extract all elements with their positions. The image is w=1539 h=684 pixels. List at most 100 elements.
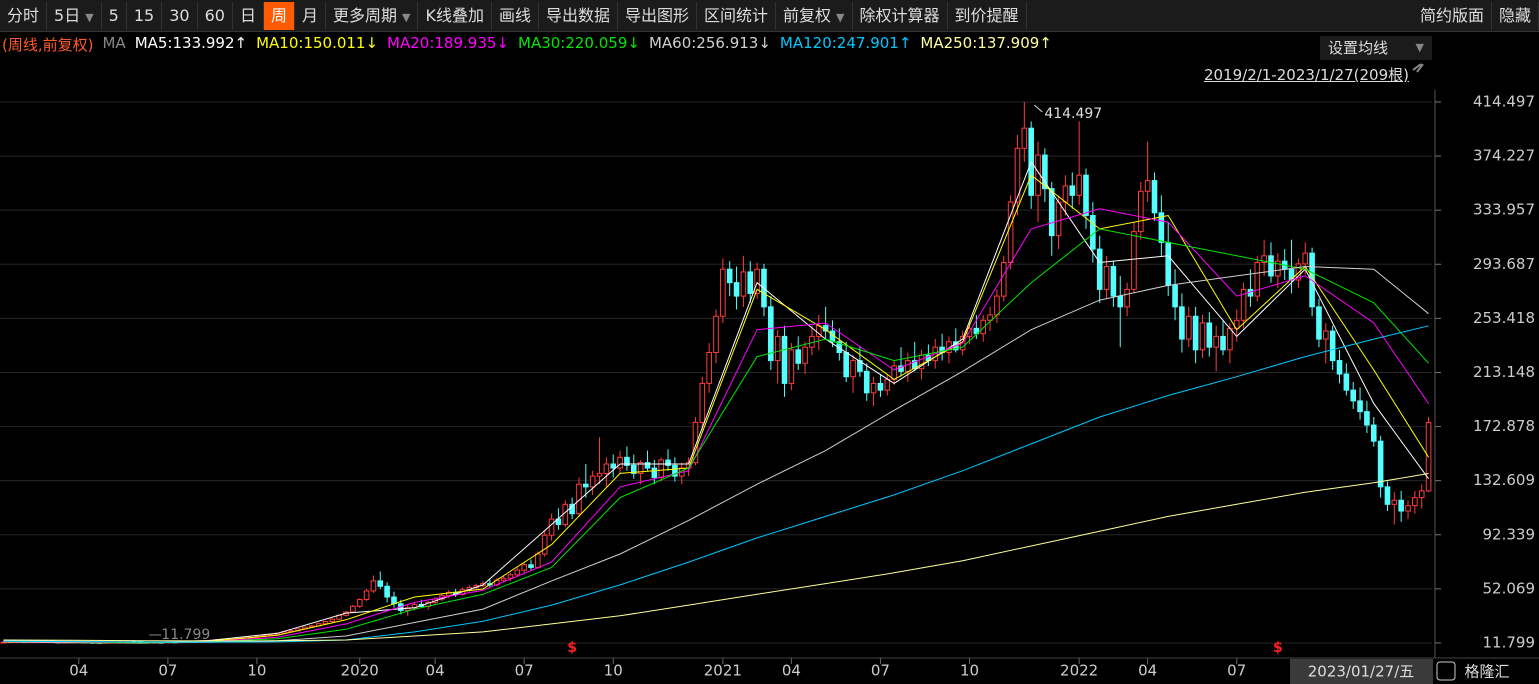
candle-body	[891, 365, 897, 380]
candle-body	[521, 564, 527, 571]
ma-line	[3, 160, 1430, 644]
toolbar-item[interactable]: 月	[295, 1, 326, 30]
legend-entry: MA10:150.011↓	[256, 34, 379, 52]
event-marker: $	[567, 640, 577, 656]
candle-body	[583, 483, 589, 488]
candle-body	[1322, 330, 1329, 340]
candle-body	[850, 360, 856, 378]
toolbar-item[interactable]: 导出数据	[539, 1, 618, 30]
candle-body	[1042, 154, 1048, 190]
dropdown-arrow: ▼	[85, 10, 94, 24]
range-label[interactable]: 2019/2/1-2023/1/27(209根)	[1203, 66, 1409, 84]
candle-body	[1062, 185, 1069, 203]
legend-entry: MA20:189.935↓	[387, 34, 509, 52]
toolbar-item[interactable]: 导出图形	[618, 1, 698, 30]
candle-body	[637, 462, 644, 474]
candle-body	[1096, 248, 1103, 290]
candle-body	[1350, 389, 1357, 402]
event-marker: $	[1273, 640, 1283, 656]
y-tick-label: 132.609	[1473, 471, 1535, 489]
candle-body	[1083, 174, 1089, 216]
candle-body	[507, 574, 514, 579]
candle-body	[404, 607, 411, 611]
dropdown-arrow: ▼	[1415, 41, 1424, 54]
candle-body	[1357, 400, 1363, 413]
candle-body	[535, 553, 541, 568]
toolbar-label: 导出图形	[625, 5, 690, 25]
toolbar-label: 导出数据	[545, 5, 610, 25]
toolbar-item[interactable]: 区间统计	[697, 1, 777, 30]
candle-body	[1055, 201, 1062, 237]
legend-entry: MA120:247.901↑	[779, 34, 912, 52]
candle-body	[658, 459, 664, 478]
candle-body	[1364, 411, 1370, 426]
candle-body	[1103, 266, 1110, 290]
ma-settings-button[interactable]: 设置均线 ▼	[1320, 36, 1432, 60]
candle-body	[528, 564, 534, 568]
candle-body	[994, 295, 1000, 316]
toolbar-right: 简约版面 隐藏	[1413, 1, 1539, 30]
candle-body	[1192, 315, 1199, 351]
x-tick-label: 07	[871, 662, 890, 680]
candle-body	[1377, 440, 1384, 488]
toolbar-label: 分时	[7, 5, 40, 25]
toolbar-label: 前复权	[783, 5, 832, 25]
toolbar-item[interactable]: 到价提醒	[948, 1, 1027, 30]
candle-body	[1000, 262, 1007, 297]
toolbar-item[interactable]: 5日 ▼	[47, 1, 102, 30]
toolbar-item[interactable]: 30	[162, 1, 198, 30]
candle-body	[713, 315, 719, 354]
candle-body	[1021, 127, 1028, 149]
toolbar-item[interactable]: 画线	[492, 1, 539, 30]
x-tick-label: 10	[604, 662, 623, 680]
candle-body	[843, 352, 849, 378]
toolbar-label: 5	[108, 5, 119, 25]
candle-body	[665, 459, 671, 466]
toolbar-item[interactable]: 分时	[0, 1, 48, 30]
ma-line	[3, 228, 1429, 644]
candle-body	[1138, 190, 1144, 233]
toolbar-item[interactable]: 15	[127, 1, 163, 30]
candle-body	[1398, 499, 1404, 512]
x-tick-label: 07	[158, 662, 177, 680]
toolbar-item[interactable]: 前复权 ▼	[776, 1, 853, 30]
candle-body	[1199, 322, 1206, 351]
high-label: 414.497	[1044, 106, 1102, 122]
x-tick-label: 2021	[704, 662, 742, 680]
toolbar-item[interactable]: 60	[198, 1, 233, 30]
candle-body	[733, 282, 740, 297]
candle-body	[720, 268, 726, 317]
toolbar-item[interactable]: 简约版面	[1413, 1, 1492, 30]
toolbar-item[interactable]: 5	[102, 1, 127, 30]
x-tick-label: 10	[247, 662, 266, 680]
candle-body	[1418, 490, 1425, 499]
candle-body	[1124, 288, 1130, 308]
candle-body	[445, 591, 452, 597]
candle-body	[774, 335, 781, 362]
candle-body	[1151, 180, 1158, 214]
candle-body	[1185, 315, 1192, 340]
candle-body	[617, 456, 623, 469]
toolbar-label: 画线	[498, 5, 531, 25]
legend-entry: MA60:256.913↓	[648, 34, 771, 52]
toolbar-item[interactable]: 隐藏	[1492, 1, 1539, 30]
legend: (周线,前复权) MA MA5:133.992↑ MA10:150.011↓ MA2…	[2, 34, 1052, 56]
toolbar-item[interactable]: K线叠加	[418, 1, 492, 30]
legend-entry: MA250:137.909↑	[920, 34, 1052, 52]
candle-body	[905, 360, 911, 372]
ma-line	[3, 325, 1429, 643]
toolbar-item[interactable]: 除权计算器	[853, 1, 948, 30]
candle-body	[1302, 252, 1309, 265]
candle-body	[877, 382, 884, 391]
ma-label: MA	[102, 34, 126, 52]
toolbar-item[interactable]: 周	[263, 1, 295, 30]
candle-body	[548, 518, 555, 536]
toolbar-item[interactable]: 更多周期 ▼	[326, 1, 419, 30]
y-tick-label: 253.418	[1473, 309, 1535, 327]
y-tick-label: 333.957	[1473, 201, 1535, 219]
toolbar-item[interactable]: 日	[233, 1, 264, 30]
x-tick-label: 04	[426, 662, 445, 680]
subtitle: (周线,前复权)	[2, 36, 94, 54]
